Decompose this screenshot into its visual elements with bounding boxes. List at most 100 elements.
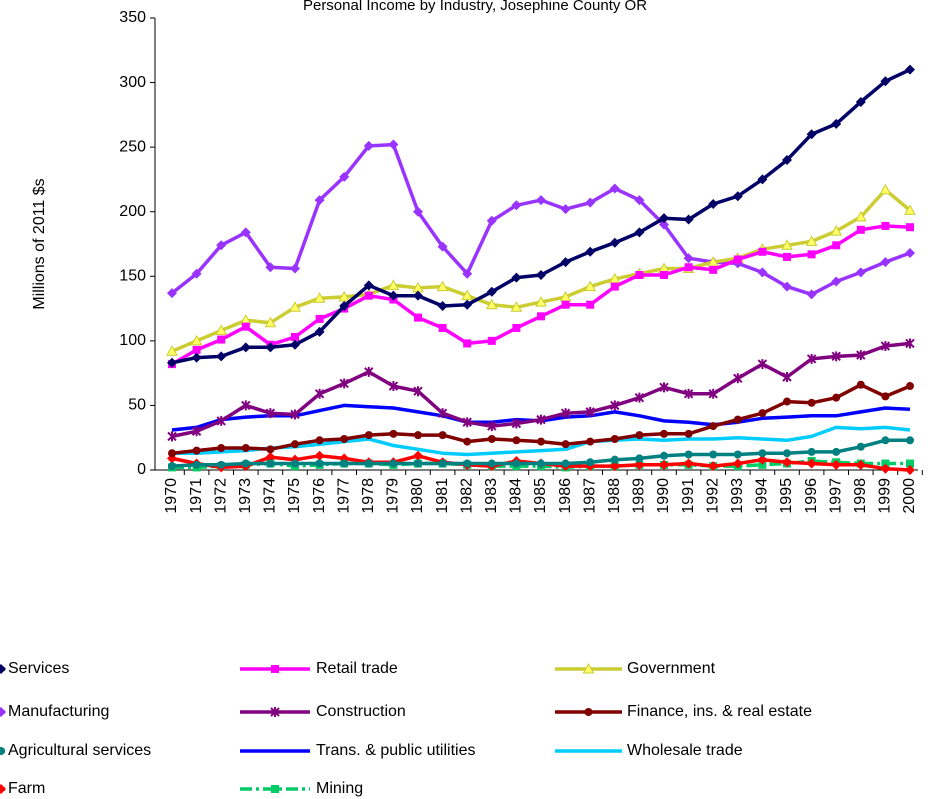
point-marker (757, 174, 768, 185)
point-marker (831, 118, 842, 129)
point-marker (732, 191, 743, 202)
y-axis-label: Millions of 2011 $s (31, 178, 48, 309)
point-marker (561, 459, 570, 468)
y-tick-label: 0 (137, 461, 146, 478)
point-marker (904, 204, 916, 215)
point-marker (364, 431, 373, 440)
point-marker (635, 454, 644, 463)
legend-marker (584, 708, 593, 716)
point-marker (609, 183, 620, 194)
point-marker (856, 350, 866, 361)
point-marker (781, 239, 793, 250)
legend-marker (0, 747, 5, 755)
point-marker (486, 215, 497, 226)
x-tick-label: 1978 (360, 478, 377, 514)
point-marker (610, 400, 620, 411)
point-marker (315, 436, 324, 445)
x-tick-label: 1999 (877, 478, 894, 514)
point-marker (683, 214, 694, 225)
x-tick-label: 1984 (508, 478, 525, 514)
point-marker (511, 272, 522, 283)
point-marker (463, 339, 472, 348)
point-marker (388, 139, 399, 150)
point-marker (683, 388, 694, 399)
x-tick-label: 1972 (212, 478, 229, 514)
point-marker (758, 247, 767, 256)
point-marker (217, 335, 226, 344)
point-marker (191, 352, 202, 363)
point-marker (289, 301, 301, 312)
x-tick-label: 1993 (729, 478, 746, 514)
point-marker (265, 262, 276, 273)
point-marker (683, 253, 694, 264)
x-tick-label: 1989 (631, 478, 648, 514)
point-marker (487, 435, 496, 444)
point-marker (783, 397, 791, 406)
point-marker (905, 248, 915, 259)
point-marker (166, 345, 178, 356)
chart-title: Personal Income by Industry, Josephine C… (303, 0, 647, 14)
point-marker (806, 129, 817, 140)
legend-label: Retail trade (316, 660, 398, 677)
y-tick-label: 100 (119, 332, 146, 349)
point-marker (586, 437, 595, 446)
x-tick-label: 1982 (458, 478, 475, 514)
point-marker (241, 400, 251, 411)
point-marker (660, 270, 668, 279)
point-marker (610, 282, 619, 291)
point-marker (291, 440, 299, 449)
legend-label: Trans. & public utilities (316, 742, 475, 759)
x-tick-label: 1979 (385, 478, 402, 514)
legend-marker (271, 665, 279, 673)
point-marker (363, 140, 374, 151)
point-marker (708, 198, 719, 209)
point-marker (855, 459, 866, 470)
legend-marker (271, 785, 279, 793)
point-marker (832, 393, 841, 402)
legend-label: Mining (316, 780, 363, 797)
point-marker (240, 342, 251, 353)
point-marker (832, 241, 841, 250)
point-marker (879, 183, 892, 195)
point-marker (463, 437, 472, 446)
point-marker (906, 223, 914, 232)
x-tick-label: 1970 (163, 478, 180, 514)
point-marker (733, 255, 742, 264)
legend-marker (0, 707, 6, 717)
point-marker (511, 200, 522, 211)
x-tick-label: 1973 (237, 478, 254, 514)
point-marker (340, 459, 349, 468)
x-tick-label: 1990 (655, 478, 672, 514)
point-marker (831, 459, 842, 470)
point-marker (708, 461, 719, 472)
x-tick-label: 1997 (827, 478, 844, 514)
point-marker (291, 332, 299, 341)
point-marker (561, 300, 570, 309)
legend-label: Wholesale trade (627, 742, 743, 759)
point-marker (537, 312, 545, 321)
point-marker (512, 459, 521, 468)
point-marker (290, 339, 300, 350)
point-marker (585, 406, 595, 417)
point-marker (364, 291, 373, 300)
point-marker (167, 357, 177, 368)
point-marker (266, 459, 275, 468)
y-tick-label: 350 (119, 9, 146, 26)
point-marker (905, 465, 915, 475)
point-marker (461, 289, 474, 301)
x-tick-label: 1975 (286, 478, 303, 514)
legend-label: Finance, ins. & real estate (627, 703, 812, 720)
point-marker (805, 235, 818, 246)
point-marker (414, 459, 422, 468)
x-tick-label: 1983 (483, 478, 500, 514)
point-marker (830, 225, 843, 236)
point-marker (438, 459, 447, 468)
point-marker (462, 299, 473, 310)
point-marker (807, 447, 816, 456)
point-marker (339, 171, 350, 182)
point-marker (388, 290, 399, 301)
point-marker (659, 219, 669, 230)
point-marker (831, 351, 841, 362)
point-marker (635, 270, 644, 279)
point-marker (462, 268, 473, 279)
